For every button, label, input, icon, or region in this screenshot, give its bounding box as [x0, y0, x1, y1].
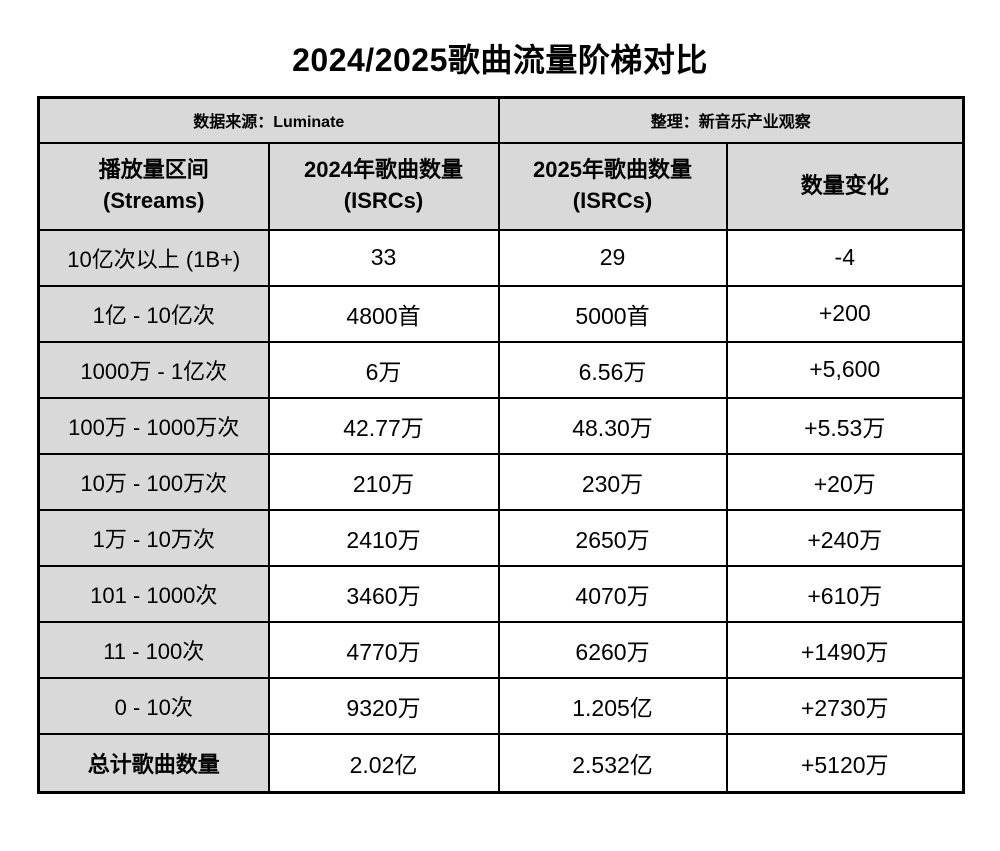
tier-cell: 总计歌曲数量 — [37, 732, 270, 794]
header-line-2: (ISRCs) — [343, 188, 424, 213]
column-header-2025-count: 2025年歌曲数量 (ISRCs) — [497, 141, 728, 231]
count-2025-cell: 5000首 — [497, 284, 728, 343]
column-header-streams-range: 播放量区间 (Streams) — [37, 141, 270, 231]
column-header-change: 数量变化 — [725, 141, 965, 231]
tier-cell: 101 - 1000次 — [37, 564, 270, 623]
count-2025-cell: 29 — [497, 228, 728, 287]
header-line-1: 2025年歌曲数量 — [533, 157, 692, 183]
count-2024-cell: 33 — [267, 228, 500, 287]
change-cell: +240万 — [725, 508, 965, 567]
change-cell: +1490万 — [725, 620, 965, 679]
count-2025-cell: 4070万 — [497, 564, 728, 623]
count-2024-cell: 42.77万 — [267, 396, 500, 455]
change-cell: +5,600 — [725, 340, 965, 399]
header-row: 播放量区间 (Streams) 2024年歌曲数量 (ISRCs) 2025年歌… — [37, 141, 965, 231]
table-row: 1万 - 10万次 2410万 2650万 +240万 — [37, 508, 965, 567]
change-cell: +200 — [725, 284, 965, 343]
change-cell: -4 — [725, 228, 965, 287]
header-line-1: 数量变化 — [800, 172, 889, 198]
total-row: 总计歌曲数量 2.02亿 2.532亿 +5120万 — [37, 732, 965, 794]
count-2024-cell: 210万 — [267, 452, 500, 511]
count-2025-cell: 48.30万 — [497, 396, 728, 455]
tier-cell: 100万 - 1000万次 — [37, 396, 270, 455]
table-row: 1000万 - 1亿次 6万 6.56万 +5,600 — [37, 340, 965, 399]
change-cell: +20万 — [725, 452, 965, 511]
count-2025-cell: 6260万 — [497, 620, 728, 679]
table-head: 数据来源：Luminate 整理：新音乐产业观察 播放量区间 (Streams)… — [37, 96, 965, 231]
count-2025-cell: 6.56万 — [497, 340, 728, 399]
header-line-1: 2024年歌曲数量 — [304, 157, 463, 183]
tier-cell: 0 - 10次 — [37, 676, 270, 735]
streams-comparison-table: 数据来源：Luminate 整理：新音乐产业观察 播放量区间 (Streams)… — [37, 96, 966, 794]
table-body: 10亿次以上 (1B+) 33 29 -4 1亿 - 10亿次 4800首 5000首 +20… — [37, 228, 965, 794]
tier-cell: 1万 - 10万次 — [37, 508, 270, 567]
count-2024-cell: 9320万 — [267, 676, 500, 735]
table-row: 0 - 10次 9320万 1.205亿 +2730万 — [37, 676, 965, 735]
count-2025-cell: 230万 — [497, 452, 728, 511]
tier-cell: 1000万 - 1亿次 — [37, 340, 270, 399]
tier-cell: 10亿次以上 (1B+) — [37, 228, 270, 287]
count-2024-cell: 4800首 — [267, 284, 500, 343]
tier-cell: 11 - 100次 — [37, 620, 270, 679]
change-cell: +2730万 — [725, 676, 965, 735]
count-2025-cell: 2.532亿 — [497, 732, 728, 794]
header-line-1: 播放量区间 — [98, 157, 209, 183]
table-row: 10亿次以上 (1B+) 33 29 -4 — [37, 228, 965, 287]
data-source-label: 数据来源：Luminate — [37, 96, 500, 144]
column-header-2024-count: 2024年歌曲数量 (ISRCs) — [267, 141, 500, 231]
header-line-2: (ISRCs) — [572, 188, 653, 213]
tier-cell: 10万 - 100万次 — [37, 452, 270, 511]
curator-label: 整理：新音乐产业观察 — [497, 96, 965, 144]
tier-cell: 1亿 - 10亿次 — [37, 284, 270, 343]
count-2025-cell: 2650万 — [497, 508, 728, 567]
count-2025-cell: 1.205亿 — [497, 676, 728, 735]
table-row: 1亿 - 10亿次 4800首 5000首 +200 — [37, 284, 965, 343]
change-cell: +5120万 — [725, 732, 965, 794]
source-row: 数据来源：Luminate 整理：新音乐产业观察 — [37, 96, 965, 144]
table-row: 101 - 1000次 3460万 4070万 +610万 — [37, 564, 965, 623]
change-cell: +5.53万 — [725, 396, 965, 455]
count-2024-cell: 2.02亿 — [267, 732, 500, 794]
table-row: 10万 - 100万次 210万 230万 +20万 — [37, 452, 965, 511]
count-2024-cell: 2410万 — [267, 508, 500, 567]
page-title: 2024/2025歌曲流量阶梯对比 — [292, 42, 708, 78]
count-2024-cell: 6万 — [267, 340, 500, 399]
count-2024-cell: 3460万 — [267, 564, 500, 623]
header-line-2: (Streams) — [103, 188, 205, 213]
count-2024-cell: 4770万 — [267, 620, 500, 679]
table-row: 11 - 100次 4770万 6260万 +1490万 — [37, 620, 965, 679]
change-cell: +610万 — [725, 564, 965, 623]
table-row: 100万 - 1000万次 42.77万 48.30万 +5.53万 — [37, 396, 965, 455]
